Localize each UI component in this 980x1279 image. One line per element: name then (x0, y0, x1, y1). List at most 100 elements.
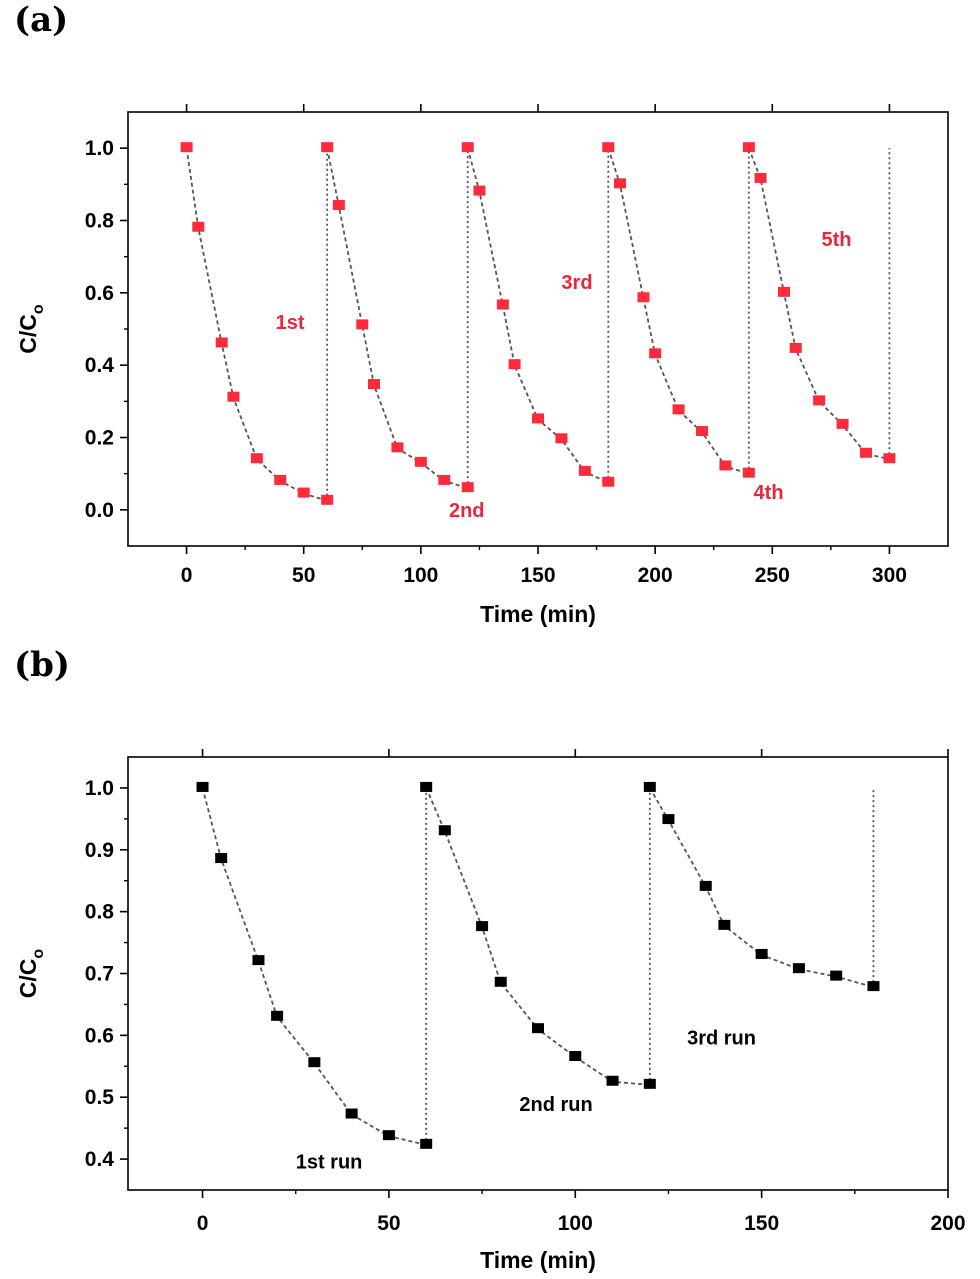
data-point (830, 970, 843, 981)
data-point (637, 292, 650, 303)
data-point (614, 178, 626, 189)
run-label: 5th (821, 229, 851, 251)
data-point (332, 200, 345, 211)
data-point (643, 781, 656, 792)
panel-b: (b) 0 50 100 150 200 0.4 0.5 0.6 0.7 0.8 0.9 1.0 Time… (14, 645, 966, 1273)
data-point (420, 1138, 433, 1149)
series-line (748, 147, 890, 461)
y-tick-label: 0.0 (85, 499, 114, 522)
x-axis-title: Time (min) (480, 601, 596, 627)
run-label: 2nd run (519, 1094, 592, 1116)
series-line (185, 148, 328, 502)
x-tick-label: 100 (403, 564, 438, 587)
y-tick-label: 0.2 (85, 427, 114, 450)
y-tick-label: 0.7 (85, 963, 114, 986)
data-point (215, 337, 228, 348)
y-tick-label: 0.8 (85, 901, 115, 924)
data-point (438, 825, 451, 836)
x-axis-title: Time (min) (480, 1247, 596, 1273)
data-point (227, 391, 240, 402)
data-point (789, 342, 802, 353)
data-point (473, 185, 486, 196)
data-point (461, 142, 474, 153)
data-point (602, 476, 615, 487)
y-tick-label: 0.4 (85, 1148, 115, 1171)
data-point (569, 1051, 582, 1062)
data-point (532, 413, 544, 424)
data-point (742, 142, 755, 153)
data-point (461, 482, 474, 493)
y-tick-label: 0.5 (85, 1086, 115, 1109)
data-point (250, 453, 263, 464)
series-line (466, 147, 609, 484)
data-point (215, 853, 228, 864)
data-point (662, 814, 675, 825)
data-point (391, 442, 404, 453)
data-point (321, 494, 334, 505)
plot-frame (127, 111, 949, 547)
panel-label: (a) (14, 0, 68, 40)
data-point (606, 1075, 619, 1086)
panel-label: (b) (14, 645, 70, 685)
x-tick-label: 50 (292, 564, 315, 587)
y-axis-title: C/Co (15, 949, 47, 999)
x-tick-label: 150 (520, 564, 555, 587)
data-point (672, 404, 685, 415)
series-line (649, 787, 874, 988)
data-point (382, 1130, 395, 1141)
data-point (414, 456, 427, 467)
x-tick-label: 250 (755, 564, 790, 587)
data-point (321, 142, 334, 153)
data-point (718, 919, 731, 930)
data-point (252, 955, 265, 966)
data-point (192, 221, 205, 232)
run-label: 3rd (561, 272, 592, 294)
x-tick-label: 200 (930, 1212, 965, 1235)
data-point (836, 418, 849, 429)
data-point (643, 1078, 656, 1089)
y-tick-label: 1.0 (85, 777, 114, 800)
data-point (754, 172, 767, 183)
data-point (420, 781, 433, 792)
x-tick-label: 0 (181, 564, 193, 587)
data-point (699, 880, 712, 891)
data-point (778, 286, 790, 297)
data-point (368, 379, 380, 390)
data-point (860, 447, 872, 458)
run-label: 1st (276, 312, 305, 334)
data-point (508, 359, 521, 370)
data-point (792, 963, 805, 974)
data-point (602, 142, 615, 153)
data-point (196, 781, 209, 792)
panel-a: (a) 0 50 100 150 200 250 300 0.0 0.2 0.4 0.6 0.8 1.0 T… (14, 0, 949, 627)
series-line (607, 147, 750, 475)
x-tick-label: 200 (638, 564, 673, 587)
data-point (476, 921, 489, 932)
data-point (755, 948, 768, 959)
data-point (555, 433, 568, 444)
data-point (742, 467, 755, 478)
y-tick-label: 0.4 (85, 354, 115, 377)
series-line (425, 787, 650, 1086)
y-tick-label: 0.6 (85, 1024, 114, 1047)
y-tick-label: 0.6 (85, 282, 114, 305)
data-point (649, 348, 662, 359)
data-point (180, 142, 193, 153)
run-label: 1st run (296, 1151, 363, 1173)
series-line (326, 147, 468, 489)
y-axis-title-subscript: o (30, 304, 47, 314)
data-point (345, 1108, 358, 1119)
data-point (532, 1023, 544, 1034)
data-point (719, 460, 732, 471)
data-point (308, 1057, 321, 1068)
run-label: 2nd (449, 500, 485, 522)
data-point (271, 1010, 284, 1021)
y-axis-title-main: C/C (15, 959, 41, 999)
data-point (297, 487, 310, 498)
y-tick-label: 0.8 (85, 210, 115, 233)
data-point (883, 453, 896, 464)
series-line (201, 787, 427, 1146)
plot-frame (127, 756, 949, 1191)
data-point (867, 981, 880, 992)
